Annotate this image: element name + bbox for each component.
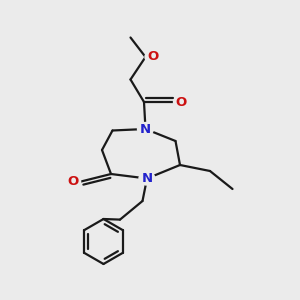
Text: N: N bbox=[140, 122, 151, 136]
Ellipse shape bbox=[138, 171, 156, 186]
Ellipse shape bbox=[64, 174, 81, 189]
Text: O: O bbox=[147, 50, 159, 64]
Ellipse shape bbox=[144, 50, 162, 64]
Ellipse shape bbox=[173, 95, 190, 109]
Text: O: O bbox=[176, 95, 187, 109]
Text: O: O bbox=[67, 175, 78, 188]
Ellipse shape bbox=[137, 122, 154, 136]
Text: N: N bbox=[141, 172, 153, 185]
